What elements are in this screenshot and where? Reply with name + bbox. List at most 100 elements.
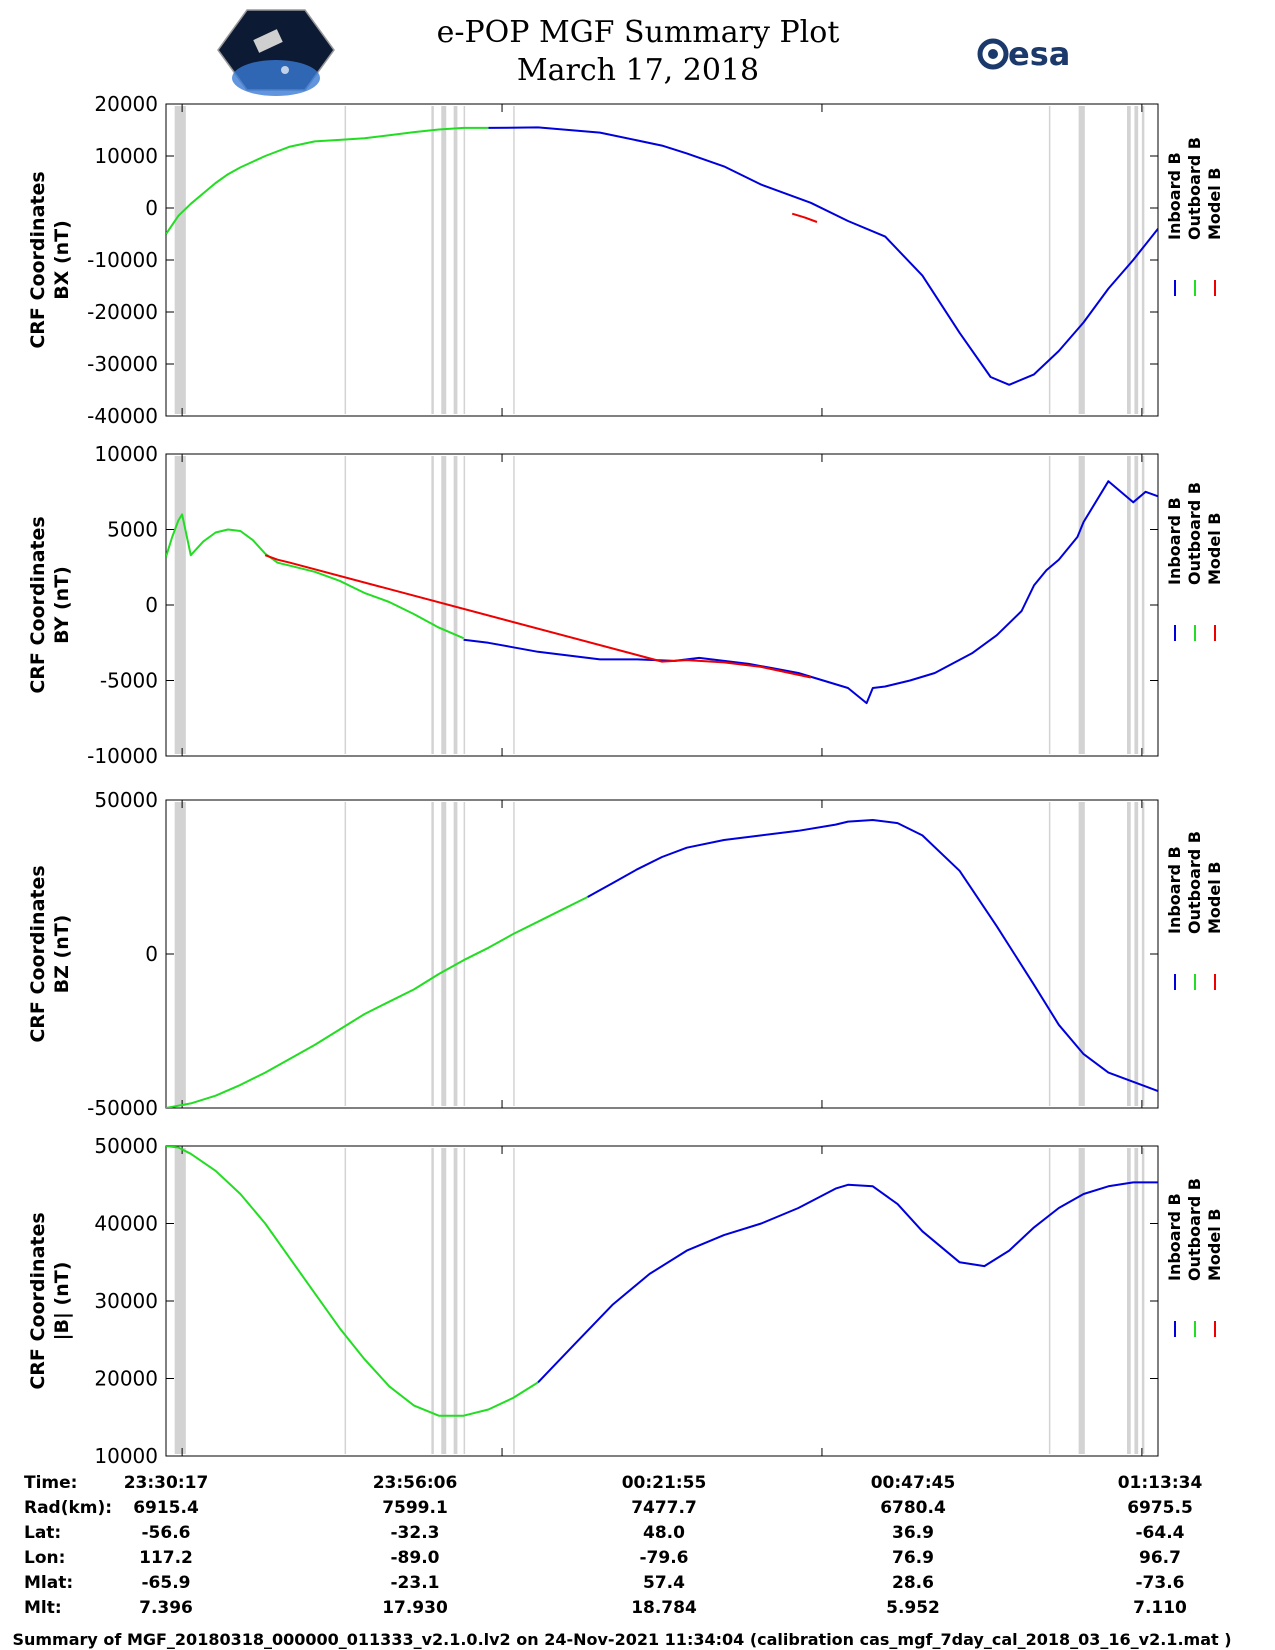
y-axis-label-line2: BX (nT) xyxy=(51,220,73,300)
data-gap-bar xyxy=(1134,106,1139,414)
data-gap-bar xyxy=(463,456,466,754)
ephemeris-value-time: 00:21:55 xyxy=(622,1473,707,1493)
ephemeris-value-mlt: 17.930 xyxy=(382,1598,448,1618)
data-gap-bar xyxy=(174,106,186,414)
ephemeris-value-mlat: -73.6 xyxy=(1136,1573,1185,1593)
legend-label: Model B xyxy=(1205,862,1224,934)
data-gap-bar xyxy=(1127,456,1131,754)
data-gap-bar xyxy=(513,1148,515,1454)
data-gap-bar xyxy=(1048,802,1051,1106)
data-gap-bar xyxy=(441,802,447,1106)
y-tick-label: -40000 xyxy=(87,404,158,428)
header: e-POP MGF Summary Plot March 17, 2018 es… xyxy=(217,9,1070,96)
ephemeris-row-label: Mlt: xyxy=(24,1598,62,1618)
legend-label: Outboard B xyxy=(1185,137,1204,240)
plot-frame xyxy=(165,1145,1159,1457)
data-gap-bar xyxy=(174,456,186,754)
data-gap-bar xyxy=(463,106,466,414)
y-tick-label: 20000 xyxy=(94,1367,158,1391)
data-gap-bar xyxy=(344,456,347,754)
ephemeris-value-mlat: -65.9 xyxy=(142,1573,191,1593)
y-axis-label-line1: CRF Coordinates xyxy=(27,171,49,348)
data-gap-bar xyxy=(1048,106,1051,414)
ephemeris-row-label: Lat: xyxy=(24,1523,61,1543)
y-tick-label: -50000 xyxy=(87,1096,158,1120)
series-line-outboard-b xyxy=(166,896,589,1108)
ephemeris-value-time: 23:56:06 xyxy=(373,1473,458,1493)
y-tick-label: 5000 xyxy=(107,518,158,542)
legend: Inboard B Outboard B Model B xyxy=(1165,482,1224,641)
data-gap-bar xyxy=(453,106,458,414)
legend-label: Outboard B xyxy=(1185,1178,1204,1281)
ephemeris-value-rad: 6915.4 xyxy=(133,1498,199,1518)
data-gap-bar xyxy=(1048,456,1051,754)
ephemeris-value-mlt: 7.396 xyxy=(139,1598,193,1618)
data-gap-bar xyxy=(453,456,458,754)
esa-logo-text: esa xyxy=(1008,35,1070,73)
y-tick-label: -30000 xyxy=(87,352,158,376)
cassiope-mission-logo xyxy=(217,9,335,96)
data-gap-bar xyxy=(1048,1148,1051,1454)
y-axis-label-line2: BZ (nT) xyxy=(51,915,73,994)
data-gap-bar xyxy=(431,106,434,414)
ephemeris-value-rad: 6780.4 xyxy=(880,1498,946,1518)
data-gap-bar xyxy=(1134,802,1139,1106)
ephemeris-value-lon: -79.6 xyxy=(640,1548,689,1568)
y-tick-label: 30000 xyxy=(94,1289,158,1313)
data-gap-bar xyxy=(453,802,458,1106)
data-gap-bar xyxy=(1127,1148,1131,1454)
legend: Inboard B Outboard B Model B xyxy=(1165,831,1224,990)
y-tick-label: 20000 xyxy=(94,92,158,116)
data-gap-bar xyxy=(174,1148,186,1454)
series-line-outboard-b xyxy=(166,126,489,235)
legend-label: Outboard B xyxy=(1185,482,1204,585)
ephemeris-table: Time: Rad(km): Lat: Lon: Mlat: Mlt: 23:30:17 69… xyxy=(24,1473,1202,1618)
data-gap-bar xyxy=(1141,1148,1145,1454)
ephemeris-value-time: 23:30:17 xyxy=(124,1473,209,1493)
data-gap-bar xyxy=(431,456,434,754)
data-gap-bar xyxy=(1134,1148,1139,1454)
data-gap-bar xyxy=(1141,106,1145,414)
ephemeris-value-mlat: 57.4 xyxy=(643,1573,685,1593)
y-tick-label: -5000 xyxy=(100,669,158,693)
ephemeris-row-label: Mlat: xyxy=(24,1573,73,1593)
ephemeris-value-time: 00:47:45 xyxy=(871,1473,956,1493)
data-gap-bar xyxy=(513,802,515,1106)
data-gap-bar xyxy=(431,1148,434,1454)
legend-label: Model B xyxy=(1205,513,1224,585)
ephemeris-row-label: Lon: xyxy=(24,1548,65,1568)
series-line-model-b xyxy=(791,212,818,223)
y-tick-label: 10000 xyxy=(94,442,158,466)
y-axis-label-line1: CRF Coordinates xyxy=(27,1212,49,1389)
data-gap-bar xyxy=(1078,1148,1085,1454)
legend-label: Inboard B xyxy=(1165,497,1184,585)
data-gap-bar xyxy=(1127,106,1131,414)
y-tick-label: -10000 xyxy=(87,744,158,768)
data-gap-bar xyxy=(1078,106,1085,414)
series-line-outboard-b xyxy=(166,1146,539,1417)
ephemeris-value-rad: 7477.7 xyxy=(631,1498,697,1518)
page-title: e-POP MGF Summary Plot xyxy=(437,15,840,50)
plot-panels: 20000 10000 0 -10000 -20000 -30000 -40000 CRF C… xyxy=(27,92,1224,1468)
data-gap-bar xyxy=(344,802,347,1106)
legend-label: Inboard B xyxy=(1165,846,1184,934)
series-line-inboard-b xyxy=(463,480,1158,705)
ephemeris-row-label: Time: xyxy=(24,1473,77,1493)
y-tick-label: 10000 xyxy=(94,144,158,168)
plot-frame xyxy=(165,453,1159,757)
plot-panel-3: 50000 0 -50000 CRF Coordinates BZ (nT) Inboar… xyxy=(27,788,1224,1120)
ephemeris-value-time: 01:13:34 xyxy=(1118,1473,1203,1493)
ephemeris-row-label: Rad(km): xyxy=(24,1498,112,1518)
plot-date: March 17, 2018 xyxy=(517,53,759,88)
data-gap-bar xyxy=(1078,456,1085,754)
data-gap-bar xyxy=(441,106,447,414)
ephemeris-value-lat: -64.4 xyxy=(1136,1523,1185,1543)
y-tick-label: 10000 xyxy=(94,1444,158,1468)
data-gap-bar xyxy=(463,802,466,1106)
ephemeris-value-lat: -32.3 xyxy=(391,1523,440,1543)
series-line-inboard-b xyxy=(587,819,1158,1093)
data-gap-bar xyxy=(1141,456,1145,754)
legend-label: Inboard B xyxy=(1165,1193,1184,1281)
ephemeris-value-mlt: 5.952 xyxy=(886,1598,940,1618)
